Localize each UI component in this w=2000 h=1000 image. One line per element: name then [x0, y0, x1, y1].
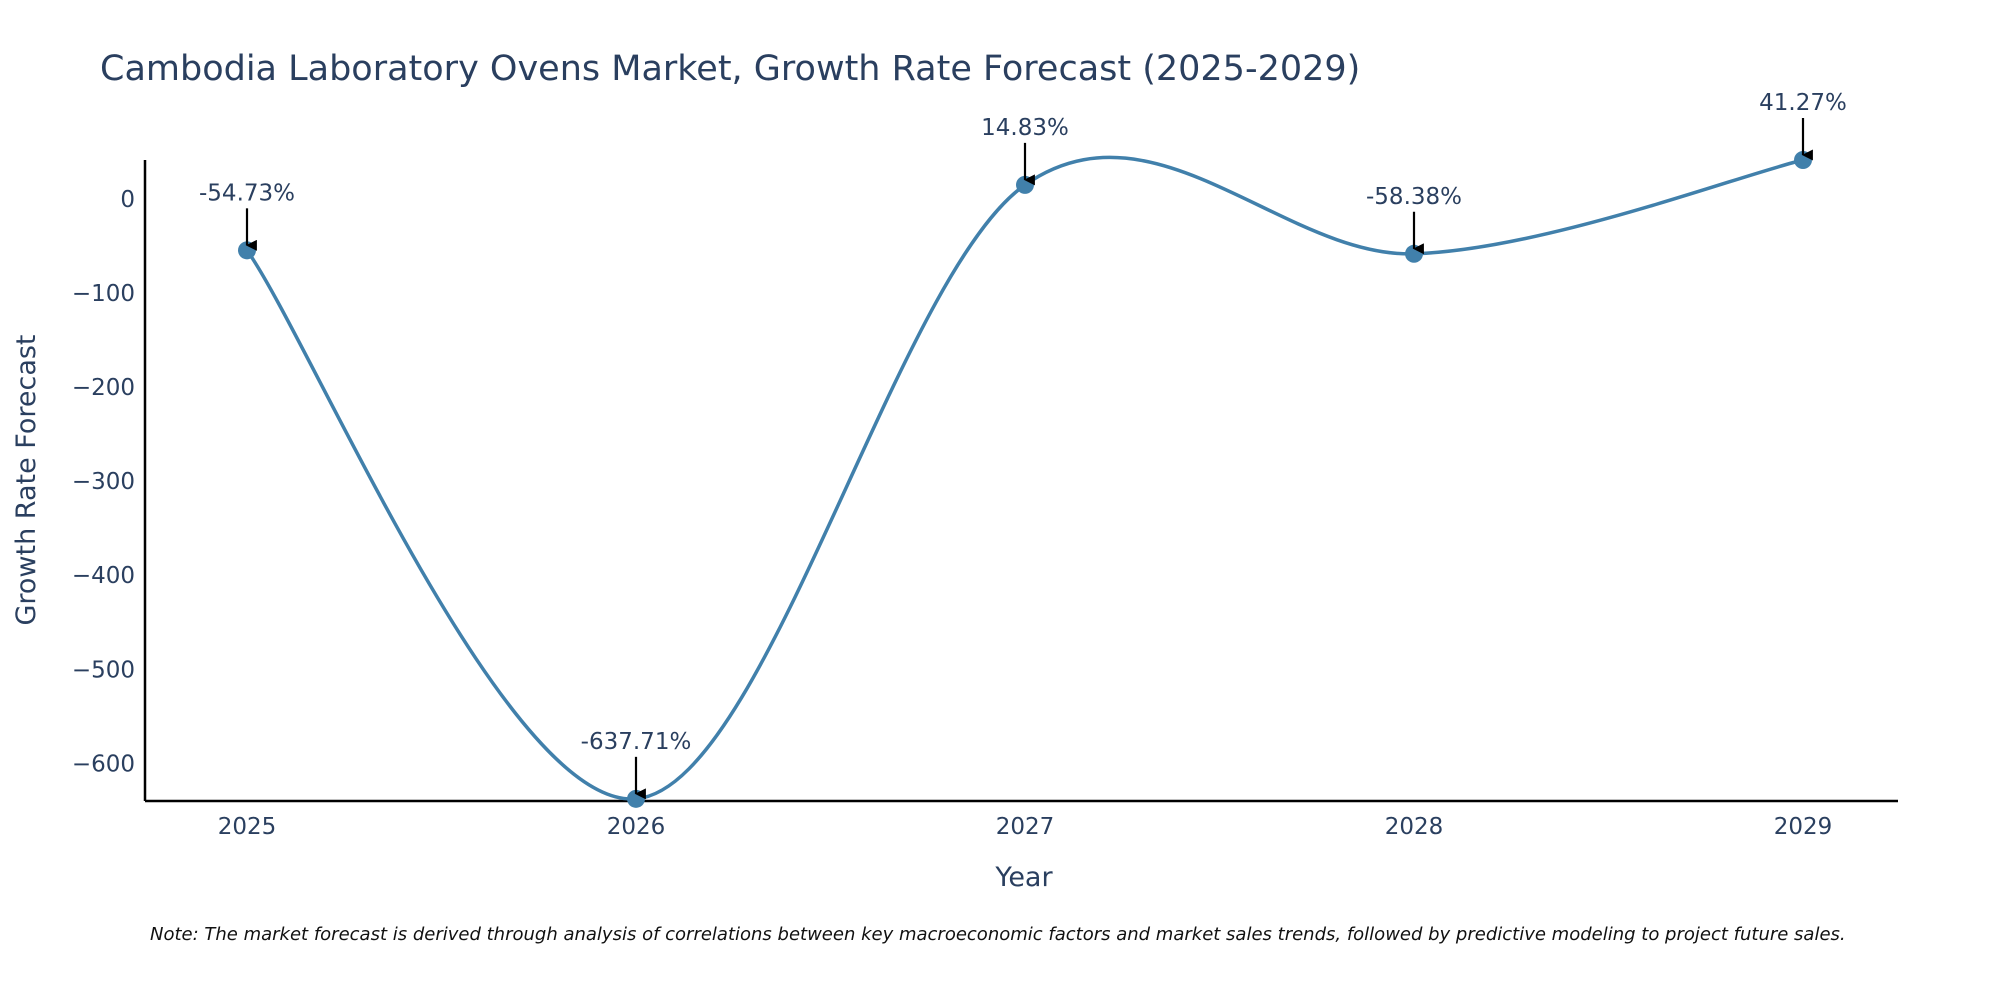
x-tick-label: 2028	[1385, 814, 1444, 840]
series-line	[245, 155, 1805, 801]
y-axis-ticks: 0 −100 −200 −300 −400 −500 −600	[72, 187, 135, 778]
data-label: -58.38%	[1366, 184, 1462, 210]
chart-title: Cambodia Laboratory Ovens Market, Growth…	[100, 49, 1360, 89]
y-axis-title: Growth Rate Forecast	[11, 334, 42, 625]
x-tick-label: 2026	[607, 814, 666, 840]
x-axis-title: Year	[994, 862, 1053, 893]
data-label: -637.71%	[581, 729, 692, 755]
y-tick-label: −400	[72, 563, 135, 589]
data-label: 41.27%	[1759, 90, 1847, 116]
data-annotations: -54.73% -637.71% 14.83% -58.38% 41.27%	[199, 90, 1847, 800]
data-label: -54.73%	[199, 180, 295, 206]
footnote: Note: The market forecast is derived thr…	[150, 924, 1846, 945]
x-tick-label: 2025	[218, 814, 277, 840]
y-tick-label: −100	[72, 281, 135, 307]
x-tick-label: 2029	[1774, 814, 1833, 840]
x-axis-ticks: 2025 2026 2027 2028 2029	[218, 814, 1833, 840]
x-tick-label: 2027	[996, 814, 1055, 840]
y-tick-label: −300	[72, 469, 135, 495]
data-label: 14.83%	[981, 115, 1069, 141]
data-points	[238, 151, 1812, 808]
y-tick-label: −600	[72, 751, 135, 777]
y-tick-label: 0	[120, 187, 135, 213]
y-tick-label: −200	[72, 375, 135, 401]
y-tick-label: −500	[72, 657, 135, 683]
